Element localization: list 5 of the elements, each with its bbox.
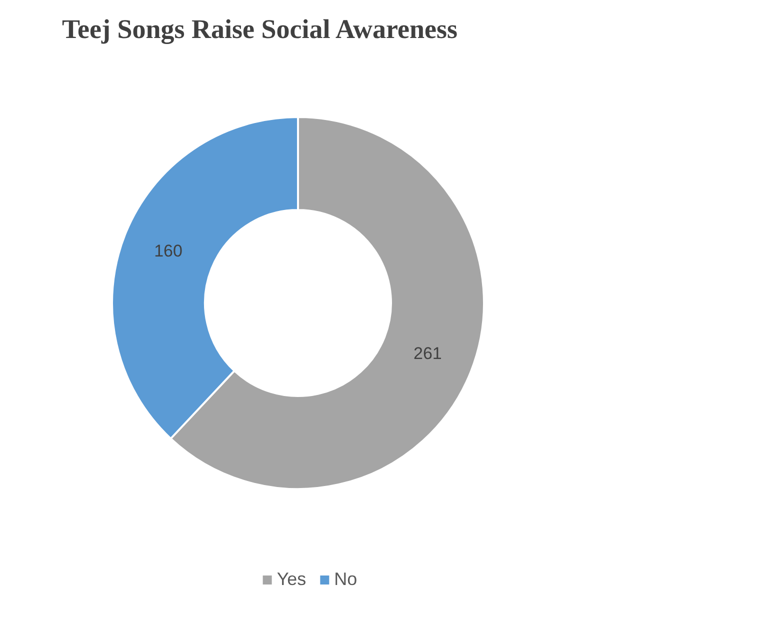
legend-label: No xyxy=(334,568,358,589)
data-label: 261 xyxy=(414,344,442,364)
legend-label: Yes xyxy=(276,568,306,589)
chart-title: Teej Songs Raise Social Awareness xyxy=(62,14,458,45)
data-label: 160 xyxy=(154,241,182,260)
